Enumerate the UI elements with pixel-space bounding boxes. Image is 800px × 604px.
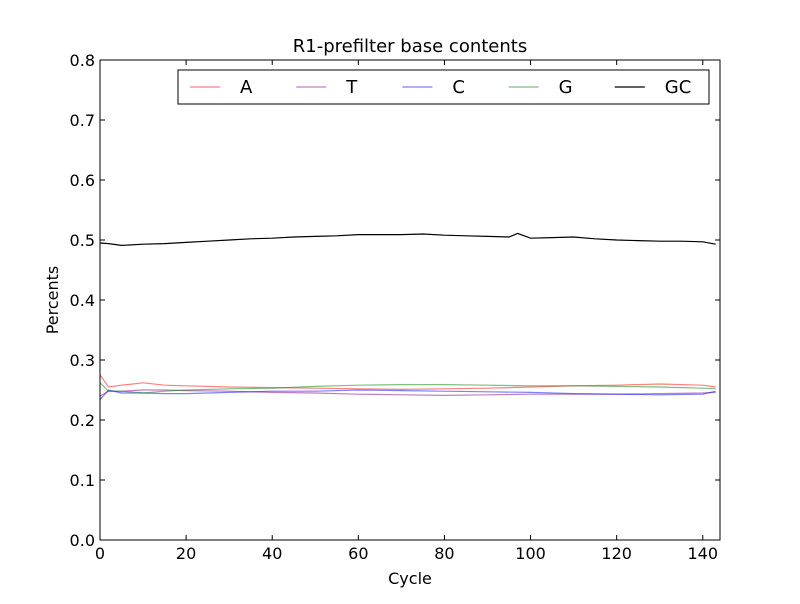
legend-label-g: G xyxy=(559,77,573,98)
y-tick-label: 0.3 xyxy=(70,351,95,370)
legend: A T C G GC xyxy=(177,69,710,105)
legend-label-a: A xyxy=(240,77,253,98)
x-tick-label: 80 xyxy=(434,544,454,563)
series-line-g xyxy=(99,382,716,394)
y-tick-label: 0.7 xyxy=(70,111,95,130)
x-axis-label: Cycle xyxy=(388,569,432,588)
plot-frame xyxy=(99,59,721,541)
y-tick-label: 0.4 xyxy=(70,291,95,310)
x-tick-label: 120 xyxy=(601,544,632,563)
y-axis-label: Percents xyxy=(43,266,62,335)
x-tick-label: 40 xyxy=(262,544,282,563)
x-tick-label: 140 xyxy=(688,544,719,563)
y-tick-label: 0.5 xyxy=(70,231,95,250)
x-tick-label: 0 xyxy=(95,544,105,563)
legend-label-gc: GC xyxy=(665,77,692,98)
x-tick-label: 60 xyxy=(348,544,368,563)
x-tick-label: 100 xyxy=(515,544,546,563)
y-tick-label: 0.1 xyxy=(70,471,95,490)
y-tick-label: 0.2 xyxy=(70,411,95,430)
chart-title: R1-prefilter base contents xyxy=(293,36,527,57)
y-tick-label: 0.6 xyxy=(70,171,95,190)
legend-label-t: T xyxy=(345,77,358,98)
ticks-layer: 0 20 40 60 80 100 120 140 0.0 0.1 0.2 0.3 0.4 0.5 0.6 0… xyxy=(70,51,720,563)
series-line-a xyxy=(99,374,716,391)
series-layer xyxy=(99,232,716,401)
series-line-gc xyxy=(99,232,716,247)
y-tick-label: 0.0 xyxy=(70,531,95,550)
y-tick-label: 0.8 xyxy=(70,51,95,70)
x-tick-label: 20 xyxy=(176,544,196,563)
legend-label-c: C xyxy=(452,77,465,98)
